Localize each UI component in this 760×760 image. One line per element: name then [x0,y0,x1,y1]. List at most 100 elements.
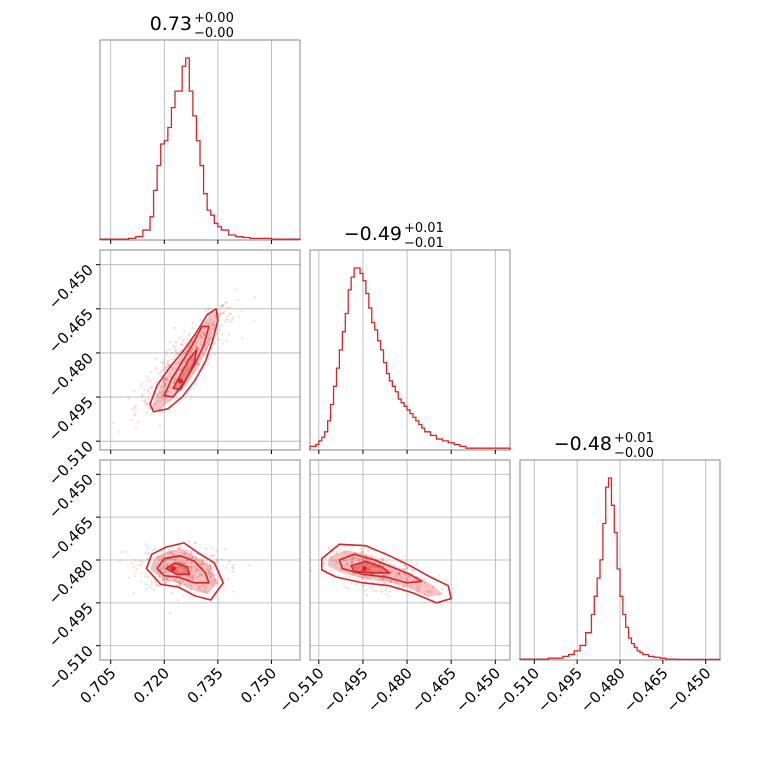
contour-level-3 [350,560,391,574]
sample-point [210,323,213,326]
sample-point [362,585,365,588]
sample-point [198,572,202,575]
sample-point [222,312,225,315]
sample-point [235,288,238,291]
sample-point [353,572,357,576]
sample-point [373,569,376,572]
sample-point [160,579,164,582]
y-tick-label: −0.450 [45,261,97,313]
sample-point [187,345,190,348]
sample-point [206,569,209,572]
sample-point [204,327,207,330]
sample-point [182,566,185,569]
sample-point [415,562,419,565]
sample-point [207,357,210,360]
sample-point [215,332,219,335]
sample-point [381,577,384,580]
sample-point [176,570,179,573]
sample-point [212,573,215,576]
sample-point [364,579,367,582]
sample-point [197,363,200,366]
sample-point [178,584,181,587]
sample-point [209,571,212,575]
sample-point [200,572,203,576]
sample-point [208,322,211,325]
sample-point [188,577,191,580]
sample-point [144,575,147,578]
sample-point [387,568,390,571]
sample-point [175,580,178,583]
sample-point [202,333,206,336]
sample-point [406,578,409,581]
sample-point [169,551,173,554]
sample-point [150,386,153,389]
sample-point [184,342,188,345]
sample-point [164,377,167,380]
sample-point [397,573,401,576]
sample-point [164,381,167,384]
sample-point [184,372,187,375]
sample-point [403,573,407,577]
param-title-upper: +0.01 [614,431,654,446]
sample-point [166,552,169,555]
sample-point [352,555,355,558]
sample-point [162,578,165,581]
sample-point [225,318,228,321]
sample-point [179,571,182,574]
sample-point [415,585,418,588]
sample-point [229,312,232,315]
sample-point [183,567,187,570]
sample-point [190,551,193,554]
sample-point [366,564,370,568]
sample-point [134,427,138,430]
sample-point [367,559,370,562]
sample-point [192,348,196,351]
sample-point [190,553,193,556]
sample-point [222,303,225,307]
sample-point [175,568,178,572]
sample-point [324,562,327,565]
sample-point [191,348,194,351]
sample-point [162,361,165,364]
sample-point [352,572,355,575]
sample-point [190,551,193,554]
sample-point [367,567,370,570]
sample-point [403,586,407,589]
sample-point [150,386,153,389]
sample-point [410,568,414,572]
sample-point [221,305,224,308]
sample-point [202,589,205,592]
sample-point [167,549,170,552]
sample-point [368,564,371,567]
sample-point [133,414,136,417]
sample-point [200,563,203,566]
sample-point [158,572,162,576]
sample-point [209,331,213,335]
sample-point [360,551,363,554]
sample-point [170,368,173,371]
sample-point [186,559,189,562]
sample-point [167,552,170,555]
sample-point [159,370,162,374]
sample-point [180,562,184,565]
sample-point [188,574,191,577]
x-tick-label: −0.495 [534,664,586,716]
sample-point [209,565,212,569]
sample-point [178,560,181,564]
sample-point [133,574,136,578]
sample-point [344,559,347,563]
sample-point [188,331,192,335]
sample-point [163,377,166,380]
sample-point [418,583,421,586]
sample-point [165,577,168,580]
sample-point [415,588,419,591]
sample-point [380,567,383,570]
sample-point [173,564,176,567]
sample-point [364,589,367,592]
sample-point [390,580,393,583]
sample-point [136,563,139,566]
sample-point [174,349,177,352]
sample-point [182,594,185,598]
sample-point [164,382,167,385]
sample-point [212,578,215,581]
